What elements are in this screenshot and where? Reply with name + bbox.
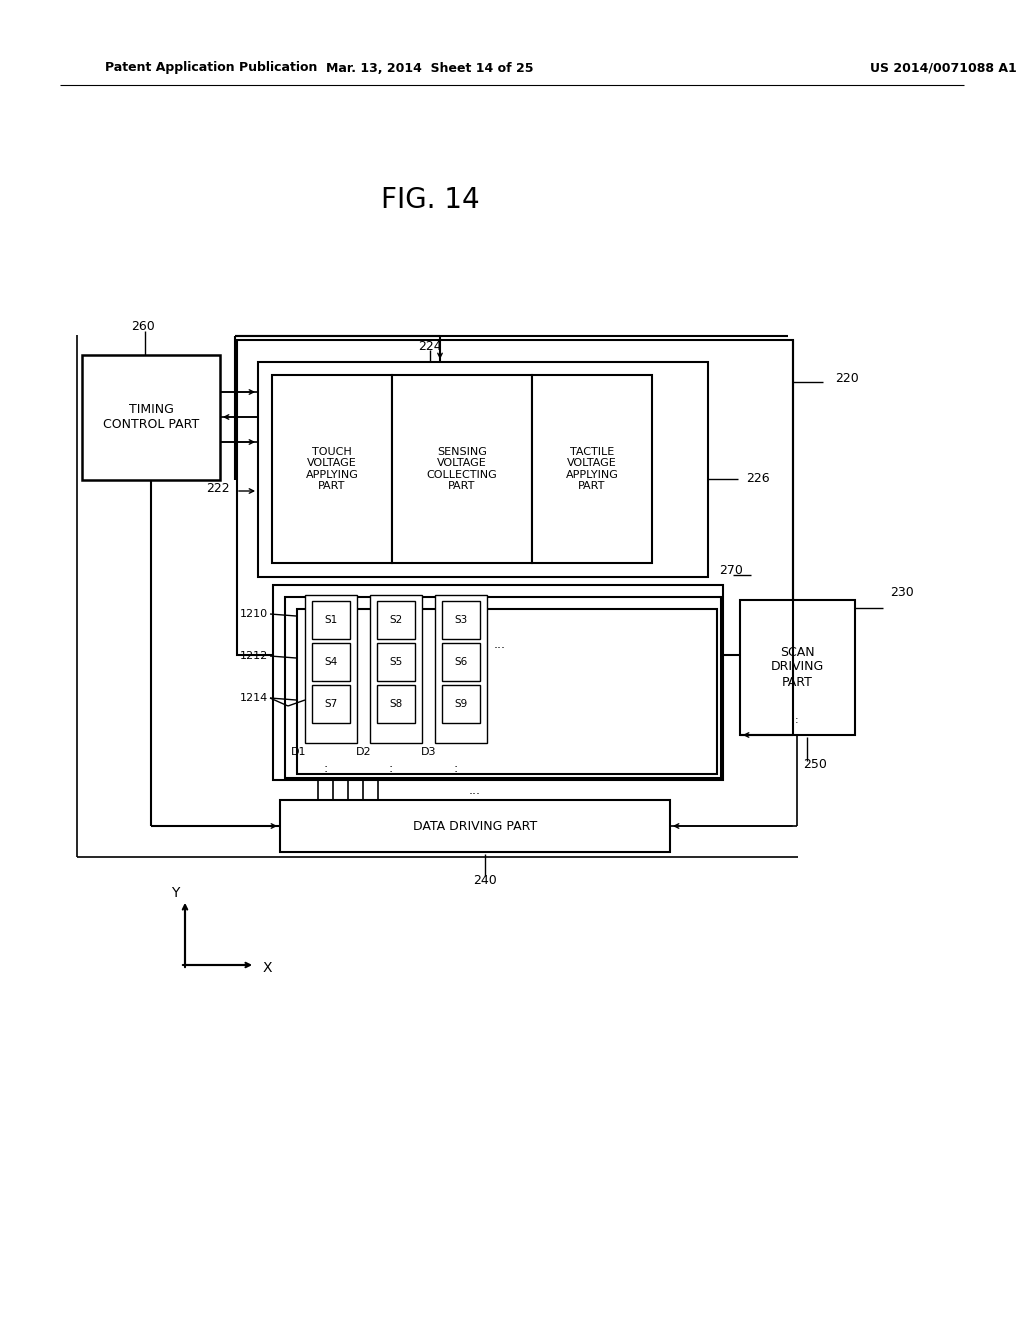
Text: 226: 226 xyxy=(746,473,770,486)
Text: 224: 224 xyxy=(418,339,441,352)
Text: S6: S6 xyxy=(455,657,468,667)
Text: S4: S4 xyxy=(325,657,338,667)
Bar xyxy=(435,595,487,743)
Text: Mar. 13, 2014  Sheet 14 of 25: Mar. 13, 2014 Sheet 14 of 25 xyxy=(327,62,534,74)
Text: TACTILE
VOLTAGE
APPLYING
PART: TACTILE VOLTAGE APPLYING PART xyxy=(565,446,618,491)
Text: S7: S7 xyxy=(325,700,338,709)
Text: S8: S8 xyxy=(389,700,402,709)
Bar xyxy=(740,601,855,735)
Text: D3: D3 xyxy=(421,747,437,756)
Bar xyxy=(532,375,652,564)
Text: ...: ... xyxy=(494,639,506,652)
Bar xyxy=(442,685,480,723)
Text: 240: 240 xyxy=(473,874,497,887)
Text: X: X xyxy=(263,961,272,975)
Bar xyxy=(312,685,350,723)
Bar xyxy=(442,643,480,681)
Bar xyxy=(273,585,723,780)
Text: S2: S2 xyxy=(389,615,402,624)
Text: DATA DRIVING PART: DATA DRIVING PART xyxy=(413,820,538,833)
Text: TOUCH
VOLTAGE
APPLYING
PART: TOUCH VOLTAGE APPLYING PART xyxy=(305,446,358,491)
Text: Y: Y xyxy=(171,886,179,900)
Text: 1214: 1214 xyxy=(240,693,268,704)
Bar xyxy=(82,355,220,480)
Text: D2: D2 xyxy=(356,747,372,756)
Text: 222: 222 xyxy=(207,483,230,495)
Text: SENSING
VOLTAGE
COLLECTING
PART: SENSING VOLTAGE COLLECTING PART xyxy=(427,446,498,491)
Bar xyxy=(312,643,350,681)
Text: FIG. 14: FIG. 14 xyxy=(381,186,479,214)
Bar xyxy=(442,601,480,639)
Text: TIMING
CONTROL PART: TIMING CONTROL PART xyxy=(102,403,199,432)
Bar xyxy=(377,685,415,723)
Text: 1212: 1212 xyxy=(240,651,268,661)
Text: 260: 260 xyxy=(131,321,155,334)
Text: 1210: 1210 xyxy=(240,609,268,619)
Text: S5: S5 xyxy=(389,657,402,667)
Text: :: : xyxy=(324,762,328,775)
Text: S3: S3 xyxy=(455,615,468,624)
Bar xyxy=(280,800,670,851)
Text: US 2014/0071088 A1: US 2014/0071088 A1 xyxy=(870,62,1017,74)
Text: S1: S1 xyxy=(325,615,338,624)
Bar xyxy=(377,601,415,639)
Bar xyxy=(297,609,717,774)
Bar xyxy=(370,595,422,743)
Text: :: : xyxy=(389,762,393,775)
Bar xyxy=(258,362,708,577)
Bar xyxy=(392,375,532,564)
Text: Patent Application Publication: Patent Application Publication xyxy=(105,62,317,74)
Text: 250: 250 xyxy=(803,759,827,771)
Text: 220: 220 xyxy=(835,371,859,384)
Bar xyxy=(377,643,415,681)
Bar xyxy=(272,375,392,564)
Text: ...: ... xyxy=(469,784,481,796)
Text: :: : xyxy=(454,762,458,775)
Text: D1: D1 xyxy=(291,747,307,756)
Bar xyxy=(312,601,350,639)
Text: S9: S9 xyxy=(455,700,468,709)
Text: SCAN
DRIVING
PART: SCAN DRIVING PART xyxy=(770,645,823,689)
Bar xyxy=(305,595,357,743)
Text: 230: 230 xyxy=(890,586,913,598)
Bar xyxy=(237,341,793,655)
Text: 270: 270 xyxy=(719,565,742,578)
Text: :: : xyxy=(796,715,799,725)
Bar xyxy=(285,597,721,777)
